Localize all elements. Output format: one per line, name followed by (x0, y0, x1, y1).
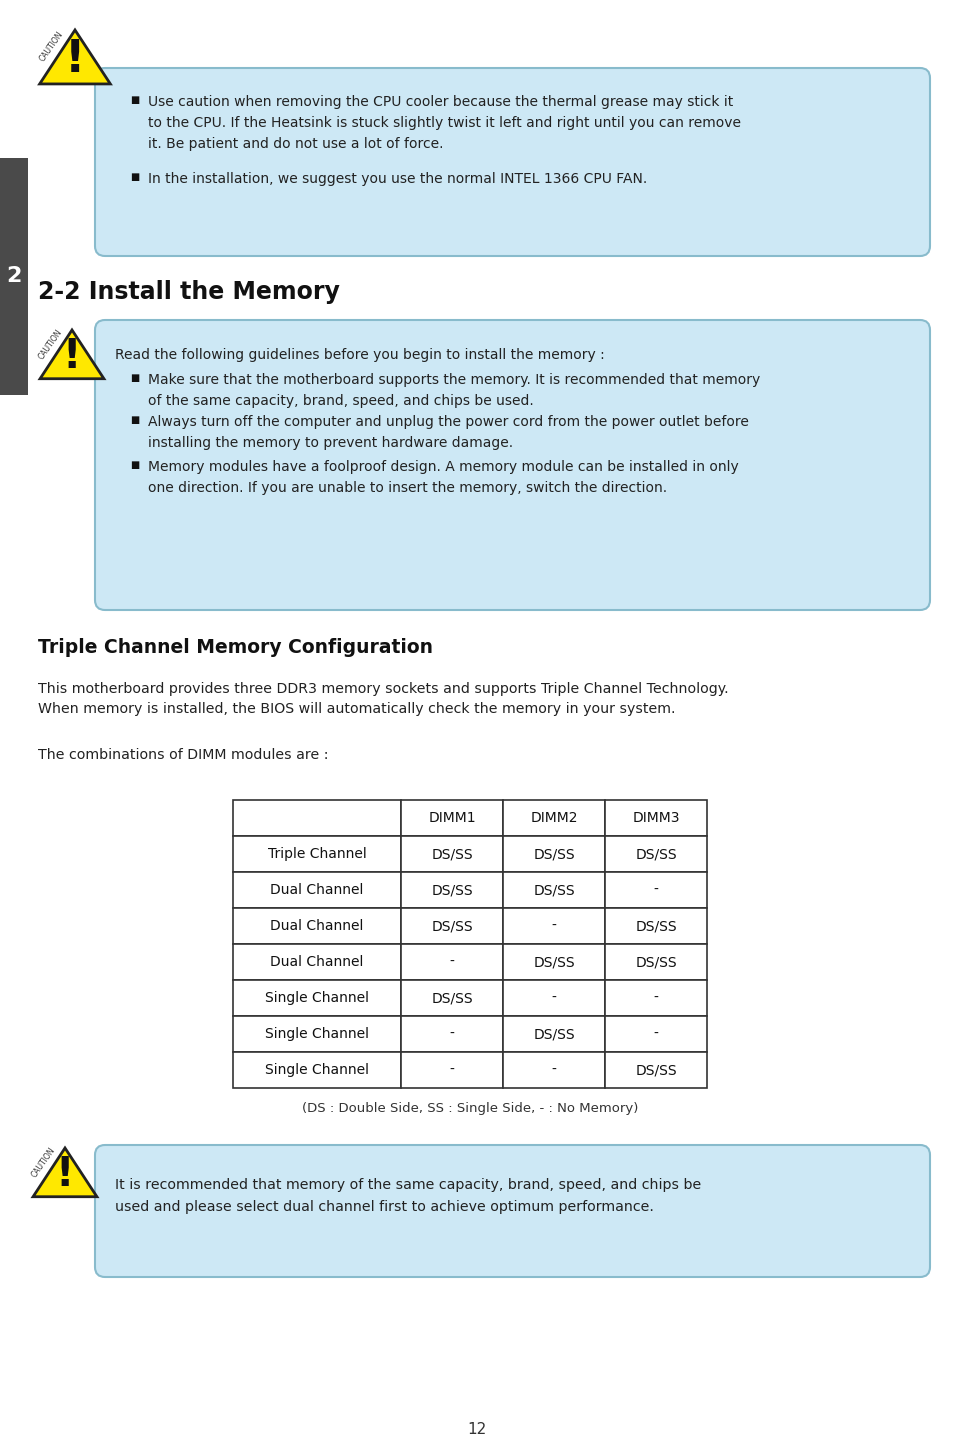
Text: used and please select dual channel first to achieve optimum performance.: used and please select dual channel firs… (115, 1199, 653, 1214)
Text: Read the following guidelines before you begin to install the memory :: Read the following guidelines before you… (115, 348, 604, 362)
Text: !: ! (56, 1154, 74, 1195)
Text: -: - (653, 1027, 658, 1041)
Text: DS/SS: DS/SS (431, 847, 473, 861)
Bar (604, 1016, 706, 1053)
Text: Single Channel: Single Channel (265, 1063, 369, 1077)
Bar (604, 873, 706, 908)
Bar (502, 1053, 604, 1088)
Text: -: - (449, 1027, 454, 1041)
Text: This motherboard provides three DDR3 memory sockets and supports Triple Channel : This motherboard provides three DDR3 mem… (38, 682, 728, 696)
Text: The combinations of DIMM modules are :: The combinations of DIMM modules are : (38, 748, 328, 762)
Bar (233, 836, 400, 873)
Polygon shape (40, 330, 104, 379)
Text: DS/SS: DS/SS (635, 955, 676, 968)
Text: Triple Channel: Triple Channel (268, 847, 366, 861)
Text: Dual Channel: Dual Channel (270, 955, 363, 968)
Bar (400, 873, 502, 908)
Bar (233, 944, 400, 980)
Text: DS/SS: DS/SS (635, 1063, 676, 1077)
Bar (400, 908, 502, 944)
Bar (233, 908, 400, 944)
Text: Make sure that the motherboard supports the memory. It is recommended that memor: Make sure that the motherboard supports … (148, 373, 760, 408)
Bar (502, 800, 604, 836)
Bar (502, 980, 604, 1016)
Text: Triple Channel Memory Configuration: Triple Channel Memory Configuration (38, 637, 433, 656)
Text: Dual Channel: Dual Channel (270, 883, 363, 897)
Text: -: - (551, 1063, 556, 1077)
Polygon shape (33, 1149, 97, 1196)
Bar (233, 1016, 400, 1053)
Text: -: - (551, 919, 556, 934)
Text: DS/SS: DS/SS (431, 919, 473, 934)
Text: DS/SS: DS/SS (431, 883, 473, 897)
Text: 2-2 Install the Memory: 2-2 Install the Memory (38, 280, 339, 303)
FancyBboxPatch shape (95, 1146, 929, 1276)
Text: -: - (551, 992, 556, 1005)
Text: DS/SS: DS/SS (533, 883, 575, 897)
Text: In the installation, we suggest you use the normal INTEL 1366 CPU FAN.: In the installation, we suggest you use … (148, 171, 646, 186)
Text: -: - (449, 955, 454, 968)
Text: DIMM1: DIMM1 (428, 812, 476, 825)
FancyBboxPatch shape (95, 319, 929, 610)
Bar (400, 980, 502, 1016)
Bar (604, 944, 706, 980)
Text: DIMM2: DIMM2 (530, 812, 578, 825)
Bar (502, 908, 604, 944)
Text: Single Channel: Single Channel (265, 992, 369, 1005)
Bar (400, 1053, 502, 1088)
Bar (233, 980, 400, 1016)
Polygon shape (40, 30, 111, 84)
Bar (604, 836, 706, 873)
Bar (400, 800, 502, 836)
Bar (502, 836, 604, 873)
Text: ■: ■ (130, 373, 139, 383)
Text: It is recommended that memory of the same capacity, brand, speed, and chips be: It is recommended that memory of the sam… (115, 1178, 700, 1192)
Text: -: - (653, 992, 658, 1005)
Bar (604, 980, 706, 1016)
Text: DS/SS: DS/SS (431, 992, 473, 1005)
Bar (233, 873, 400, 908)
Text: Dual Channel: Dual Channel (270, 919, 363, 934)
Text: !: ! (65, 38, 85, 81)
Bar (0, 158, 28, 395)
Bar (400, 944, 502, 980)
Bar (400, 836, 502, 873)
Bar (604, 1053, 706, 1088)
Text: Memory modules have a foolproof design. A memory module can be installed in only: Memory modules have a foolproof design. … (148, 460, 738, 495)
Text: CAUTION: CAUTION (37, 328, 64, 362)
Text: ■: ■ (130, 415, 139, 425)
Text: 2: 2 (7, 267, 22, 286)
Text: ■: ■ (130, 460, 139, 470)
Text: DS/SS: DS/SS (635, 919, 676, 934)
Text: -: - (653, 883, 658, 897)
Text: Single Channel: Single Channel (265, 1027, 369, 1041)
Text: Use caution when removing the CPU cooler because the thermal grease may stick it: Use caution when removing the CPU cooler… (148, 94, 740, 151)
Bar (502, 944, 604, 980)
Bar (604, 908, 706, 944)
Text: 12: 12 (467, 1422, 486, 1437)
Text: DS/SS: DS/SS (533, 1027, 575, 1041)
Text: When memory is installed, the BIOS will automatically check the memory in your s: When memory is installed, the BIOS will … (38, 701, 675, 716)
Text: DS/SS: DS/SS (533, 955, 575, 968)
Text: (DS : Double Side, SS : Single Side, - : No Memory): (DS : Double Side, SS : Single Side, - :… (301, 1102, 638, 1115)
Bar (502, 1016, 604, 1053)
Text: Always turn off the computer and unplug the power cord from the power outlet bef: Always turn off the computer and unplug … (148, 415, 748, 450)
Text: DIMM3: DIMM3 (632, 812, 679, 825)
Text: DS/SS: DS/SS (635, 847, 676, 861)
Bar (233, 1053, 400, 1088)
Bar (604, 800, 706, 836)
FancyBboxPatch shape (95, 68, 929, 256)
Text: CAUTION: CAUTION (38, 29, 65, 62)
Text: -: - (449, 1063, 454, 1077)
Text: !: ! (63, 337, 81, 378)
Bar (233, 800, 400, 836)
Bar (502, 873, 604, 908)
Text: ■: ■ (130, 94, 139, 105)
Bar (400, 1016, 502, 1053)
Text: ■: ■ (130, 171, 139, 182)
Text: DS/SS: DS/SS (533, 847, 575, 861)
Text: CAUTION: CAUTION (30, 1146, 57, 1179)
